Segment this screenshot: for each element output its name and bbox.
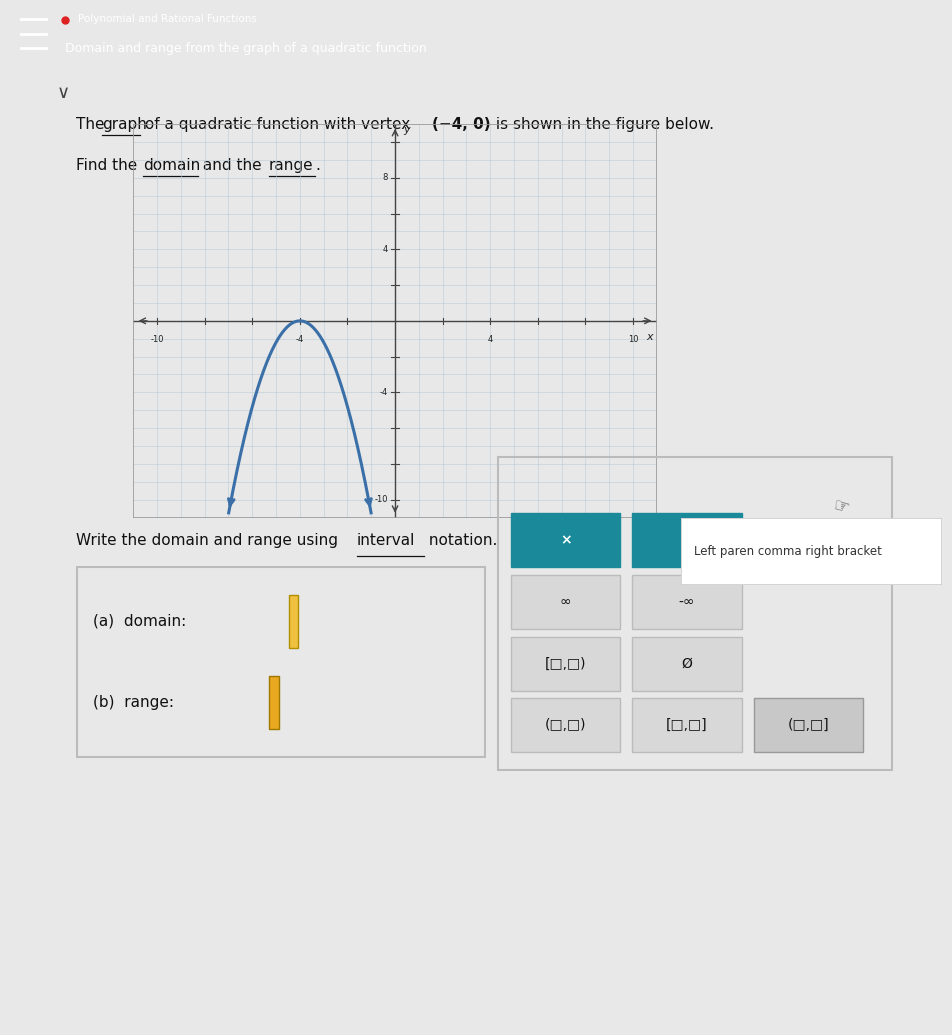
Text: .: . [315, 158, 320, 173]
Text: ∞: ∞ [560, 595, 571, 609]
Text: Write the domain and range using: Write the domain and range using [76, 533, 343, 549]
Text: (□,□]: (□,□] [787, 718, 829, 732]
Text: interval: interval [357, 533, 415, 549]
Text: Domain and range from the graph of a quadratic function: Domain and range from the graph of a qua… [65, 42, 426, 55]
Bar [632, 513, 742, 567]
Text: -10: -10 [374, 495, 388, 504]
Text: ↺: ↺ [681, 533, 693, 548]
Bar [511, 637, 621, 690]
Text: and the: and the [198, 158, 267, 173]
Text: Find the: Find the [76, 158, 142, 173]
Text: ×: × [560, 533, 571, 548]
Text: 4: 4 [383, 245, 388, 254]
Bar [511, 699, 621, 752]
Text: -4: -4 [296, 335, 304, 345]
Text: is shown in the figure below.: is shown in the figure below. [491, 117, 714, 131]
Text: (b)  range:: (b) range: [92, 696, 173, 710]
Text: Polynomial and Rational Functions: Polynomial and Rational Functions [78, 13, 257, 24]
Bar [632, 699, 742, 752]
Text: -10: -10 [150, 335, 164, 345]
Text: -4: -4 [380, 388, 388, 396]
Bar [754, 699, 863, 752]
Bar [268, 676, 279, 729]
Text: Left paren comma right bracket: Left paren comma right bracket [694, 544, 882, 558]
Bar [511, 513, 621, 567]
Text: [□,□): [□,□) [545, 656, 586, 671]
Text: range: range [268, 158, 313, 173]
Bar [632, 637, 742, 690]
Text: (□,□): (□,□) [545, 718, 586, 732]
Bar [289, 595, 298, 648]
Text: ∨: ∨ [57, 84, 70, 101]
Text: The: The [76, 117, 109, 131]
Text: [□,□]: [□,□] [666, 718, 707, 732]
Text: -∞: -∞ [679, 595, 695, 609]
Text: domain: domain [143, 158, 201, 173]
Text: 10: 10 [627, 335, 639, 345]
Text: notation.: notation. [424, 533, 497, 549]
Text: x: x [646, 332, 653, 342]
Text: ☞: ☞ [831, 496, 851, 518]
Bar [632, 574, 742, 629]
Text: Ø: Ø [682, 656, 692, 671]
Text: of a quadratic function with vertex: of a quadratic function with vertex [140, 117, 415, 131]
Text: graph: graph [102, 117, 147, 131]
Text: (a)  domain:: (a) domain: [92, 614, 186, 628]
Bar [133, 124, 657, 518]
Bar [511, 574, 621, 629]
Text: 4: 4 [487, 335, 493, 345]
Text: (−4, 0): (−4, 0) [432, 117, 491, 131]
Text: 8: 8 [383, 173, 388, 182]
Text: y: y [404, 124, 410, 135]
